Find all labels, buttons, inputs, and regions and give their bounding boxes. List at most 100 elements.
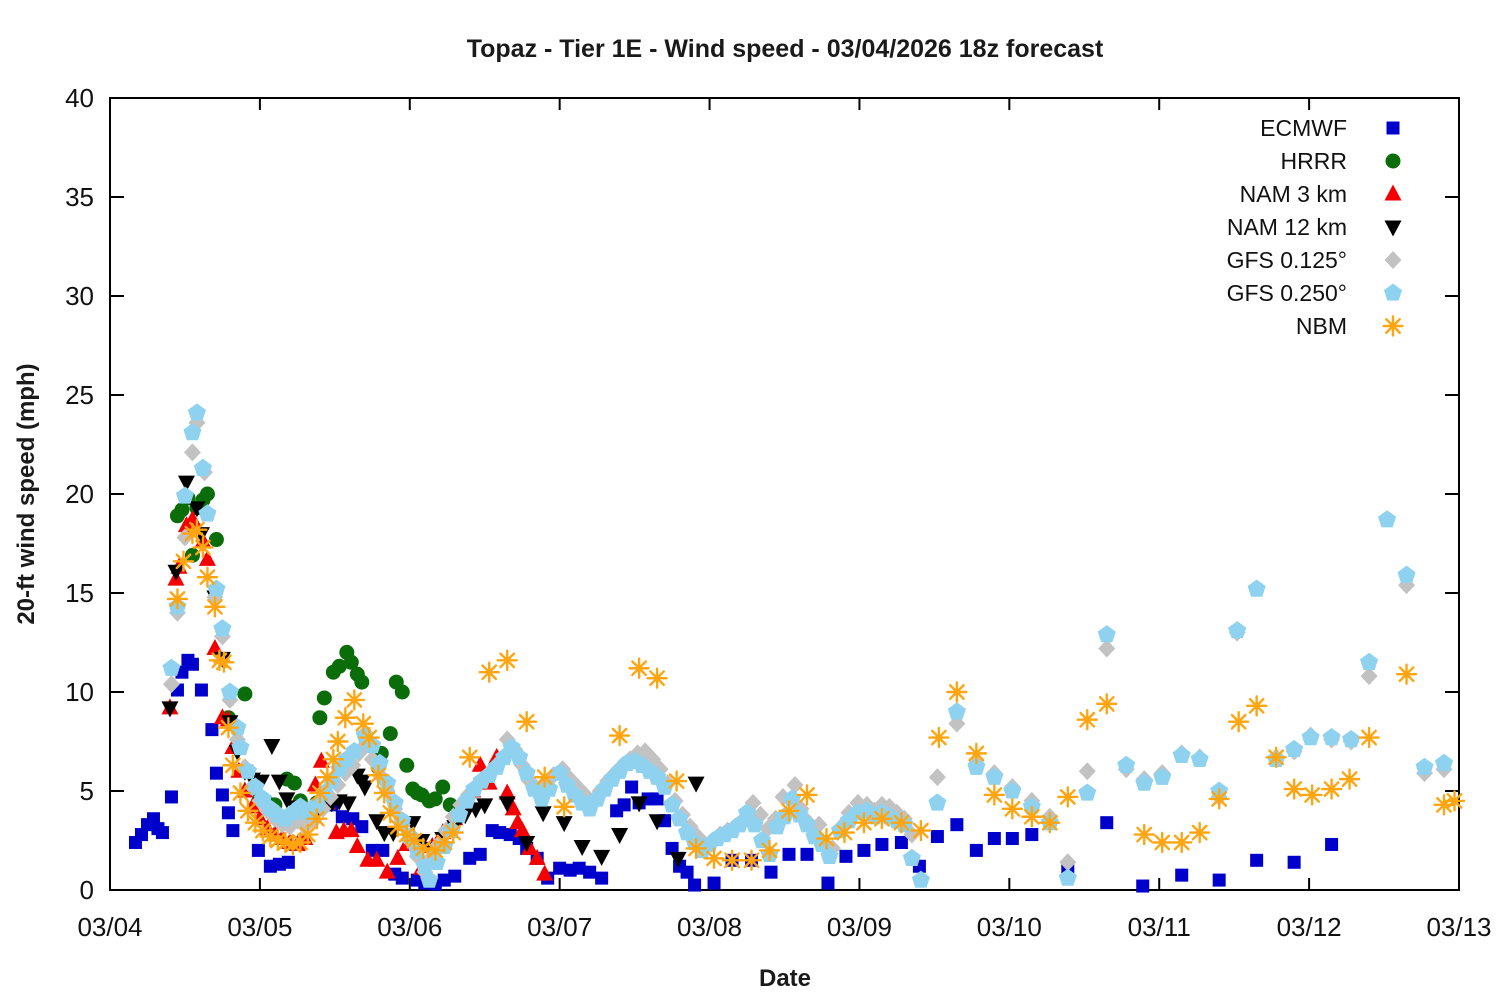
data-point-nam-3-km <box>513 821 531 838</box>
data-point-nbm <box>533 766 556 788</box>
data-point-gfs-0-250- <box>745 815 764 833</box>
data-point-ecmwf <box>146 812 160 826</box>
data-point-ecmwf <box>473 847 487 861</box>
data-point-nbm <box>1320 778 1343 800</box>
data-point-nbm <box>403 829 425 852</box>
data-point-ecmwf <box>251 843 265 857</box>
data-point-ecmwf <box>987 832 1001 846</box>
data-point-nam-12-km <box>630 796 648 813</box>
data-point-ecmwf <box>1325 837 1339 851</box>
legend-asterisk-icon <box>1382 315 1404 337</box>
data-point-gfs-0-250- <box>213 619 232 637</box>
data-point-nbm <box>1301 784 1323 806</box>
data-point-nbm <box>758 839 781 862</box>
data-point-nbm <box>334 707 357 729</box>
data-point-gfs-0-250- <box>797 815 817 833</box>
data-point-nbm <box>267 829 289 852</box>
legend-label-nbm: NBM <box>1296 313 1347 339</box>
y-tick-label: 25 <box>65 380 94 410</box>
data-point-nbm <box>222 754 244 776</box>
data-point-nbm <box>983 784 1006 806</box>
data-point-ecmwf <box>969 843 983 857</box>
data-point-nbm <box>358 726 381 749</box>
data-point-gfs-0-250- <box>1190 749 1209 768</box>
data-point-gfs-0-250- <box>420 870 439 888</box>
data-point-gfs-0-250- <box>737 803 757 821</box>
data-point-nbm <box>327 730 349 753</box>
data-point-ecmwf <box>583 865 597 879</box>
legend-label-gfs-0-250-: GFS 0.250° <box>1227 280 1347 306</box>
legend-label-nam-12-km: NAM 12 km <box>1227 214 1347 240</box>
data-point-nbm <box>373 782 395 804</box>
data-point-hrrr <box>312 710 328 726</box>
data-point-nbm <box>1433 794 1455 816</box>
data-point-hrrr <box>343 654 359 670</box>
data-point-nbm <box>1021 806 1043 828</box>
x-tick-label: 03/04 <box>77 912 142 942</box>
data-point-nam-12-km <box>534 806 552 823</box>
data-point-gfs-0-250- <box>670 809 689 827</box>
x-tick-label: 03/09 <box>827 912 892 942</box>
data-point-nbm <box>274 831 297 854</box>
data-point-nam-3-km <box>348 836 366 853</box>
data-point-nbm <box>478 661 500 683</box>
data-point-nam-12-km <box>368 814 386 831</box>
data-point-ecmwf <box>1287 855 1301 869</box>
y-tick-label: 35 <box>65 182 94 212</box>
data-point-nam-3-km <box>498 783 516 800</box>
data-point-gfs-0-250- <box>345 741 364 760</box>
data-point-nbm <box>1076 709 1098 731</box>
data-point-nam-12-km <box>339 796 357 813</box>
data-point-nbm <box>1151 831 1173 854</box>
data-point-nbm <box>289 831 312 854</box>
data-point-hrrr <box>199 486 215 502</box>
data-point-nam-12-km <box>476 798 494 815</box>
data-point-hrrr <box>427 791 443 807</box>
x-tick-label: 03/12 <box>1277 912 1342 942</box>
data-point-nam-12-km <box>177 475 195 492</box>
data-point-nbm <box>316 766 339 788</box>
data-point-gfs-0-250- <box>1378 510 1397 528</box>
data-point-nbm <box>244 811 267 834</box>
data-point-gfs-0-250- <box>220 682 239 700</box>
data-point-nam-12-km <box>188 501 206 518</box>
data-point-nbm <box>946 681 968 703</box>
chart-title: Topaz - Tier 1E - Wind speed - 03/04/202… <box>467 35 1104 63</box>
data-point-gfs-0-250- <box>1022 797 1041 815</box>
data-point-gfs-0-250- <box>510 747 529 766</box>
data-point-gfs-0-125- <box>1059 853 1077 872</box>
data-point-nbm <box>1133 823 1155 846</box>
data-point-nbm <box>322 748 345 771</box>
data-point-ecmwf <box>1005 832 1019 846</box>
data-point-ecmwf <box>665 841 679 855</box>
data-point-nbm <box>459 746 481 769</box>
data-point-gfs-0-250- <box>1247 579 1266 597</box>
data-point-nbm <box>646 667 668 689</box>
data-point-gfs-0-125- <box>1078 762 1096 781</box>
data-point-gfs-0-125- <box>928 768 946 787</box>
data-point-nbm <box>928 726 950 749</box>
data-point-nbm <box>172 550 195 573</box>
data-point-nbm <box>352 712 375 735</box>
data-point-ecmwf <box>209 766 223 780</box>
data-point-hrrr <box>354 674 370 690</box>
data-point-gfs-0-250- <box>1342 730 1361 748</box>
data-point-nbm <box>259 825 282 848</box>
data-point-gfs-0-250- <box>370 753 389 771</box>
data-point-gfs-0-125- <box>162 675 180 694</box>
data-point-gfs-0-250- <box>911 870 930 888</box>
legend-pentagon-icon <box>1383 283 1403 301</box>
data-point-nbm <box>1443 790 1466 812</box>
data-point-nam-12-km <box>555 816 573 833</box>
data-point-nbm <box>796 784 818 806</box>
legend-label-ecmwf: ECMWF <box>1260 115 1347 141</box>
x-tick-label: 03/11 <box>1128 912 1191 942</box>
data-point-nbm <box>237 800 259 822</box>
data-point-gfs-0-250- <box>183 423 202 441</box>
data-point-nbm <box>890 811 913 834</box>
y-tick-label: 0 <box>80 875 94 905</box>
data-point-hrrr <box>435 779 451 795</box>
data-point-gfs-0-250- <box>193 458 212 476</box>
data-point-gfs-0-250- <box>175 486 194 504</box>
